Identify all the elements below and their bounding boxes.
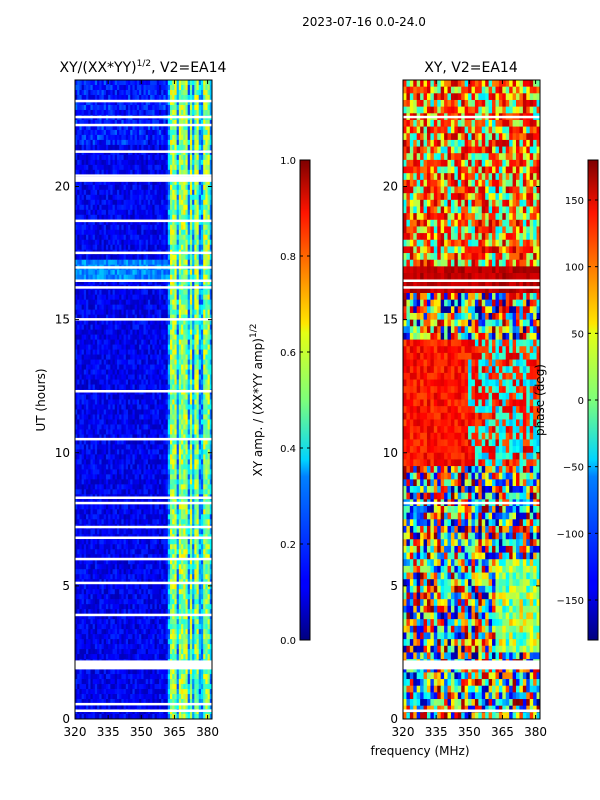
flagged-band	[403, 279, 540, 282]
flagged-band	[75, 176, 212, 182]
amplitude-ylabel: UT (hours)	[34, 368, 48, 431]
flagged-band	[75, 613, 212, 617]
amplitude-xtick-label: 335	[97, 725, 120, 739]
phase-colorbar-label: phase (deg)	[533, 364, 547, 436]
flagged-band	[403, 660, 540, 669]
phase-xtick-label: 365	[491, 725, 514, 739]
amplitude-xtick-label: 320	[64, 725, 87, 739]
phase-xtick-label: 350	[458, 725, 481, 739]
amplitude-ytick-label: 0	[62, 712, 70, 726]
amplitude-colorbar-gradient	[299, 159, 311, 641]
phase-colorbar-tick-label: 50	[571, 329, 584, 340]
amplitude-axis-ticks: 320 335 350 365 380 0 5 10 15 20	[55, 80, 219, 739]
flagged-band	[75, 557, 212, 561]
amplitude-ytick-label: 5	[62, 579, 70, 593]
phase-colorbar-tick-label: 100	[565, 263, 584, 274]
amplitude-axes-frame	[74, 79, 213, 720]
amplitude-panel: XY/(XX*YY)1/2, V2=EA14 320 335 350 365 380 0 5…	[34, 59, 227, 739]
flagged-band	[75, 318, 212, 321]
amplitude-ytick-label: 10	[55, 446, 70, 460]
flagged-band	[75, 286, 212, 289]
flagged-band	[75, 496, 212, 499]
flagged-band	[75, 279, 212, 282]
flagged-band	[75, 581, 212, 585]
amplitude-colorbar-tick-label: 0.8	[280, 252, 296, 263]
flagged-band	[75, 174, 212, 177]
flagged-band	[75, 150, 212, 153]
phase-colorbar-tick-label: −50	[563, 463, 584, 474]
flagged-band	[403, 709, 540, 712]
flagged-band	[75, 536, 212, 539]
flagged-band	[75, 437, 212, 441]
phase-ytick-label: 15	[383, 313, 398, 327]
amplitude-colorbar-label: XY amp. / (XX*YY amp)1/2	[249, 324, 265, 477]
amplitude-ytick-label: 20	[55, 180, 70, 194]
amplitude-colorbar: 0.0 0.2 0.4 0.6 0.8 1.0 XY amp. / (XX*YY amp)…	[249, 156, 311, 647]
amplitude-colorbar-tick-label: 0.2	[280, 540, 296, 551]
phase-colorbar: −150 −100 −50 0 50 100 150 phase (deg)	[533, 159, 599, 641]
phase-ytick-label: 0	[390, 712, 398, 726]
amplitude-colorbar-tick-label: 0.4	[280, 444, 296, 455]
phase-xtick-label: 320	[392, 725, 415, 739]
frequency-xlabel: frequency (MHz)	[370, 744, 469, 758]
flagged-band	[403, 286, 540, 289]
phase-ytick-label: 5	[390, 579, 398, 593]
amplitude-xtick-label: 380	[196, 725, 219, 739]
phase-ytick-label: 20	[383, 180, 398, 194]
amplitude-xtick-label: 365	[163, 725, 186, 739]
amplitude-panel-title: XY/(XX*YY)1/2, V2=EA14	[60, 59, 227, 76]
phase-colorbar-tick-label: 150	[565, 196, 584, 207]
phase-colorbar-tick-label: 0	[578, 396, 584, 407]
flagged-band	[75, 99, 212, 103]
flagged-band	[75, 501, 212, 505]
flagged-band	[403, 115, 540, 119]
amplitude-colorbar-tick-label: 1.0	[280, 156, 296, 167]
flagged-band	[75, 709, 212, 712]
phase-xtick-label: 335	[425, 725, 448, 739]
phase-xtick-label: 380	[524, 725, 547, 739]
flagged-band	[403, 501, 540, 505]
flagged-band	[75, 660, 212, 669]
phase-axis-ticks: 320 335 350 365 380 0 5 10 15 20	[383, 80, 547, 739]
phase-panel: XY, V2=EA14 320 335 350 365 380 0 5 10 15 20	[383, 60, 547, 739]
amplitude-colorbar-tick-label: 0.0	[280, 636, 296, 647]
figure-title: 2023-07-16 0.0-24.0	[302, 15, 426, 29]
phase-ytick-label: 10	[383, 446, 398, 460]
amplitude-xtick-label: 350	[130, 725, 153, 739]
phase-heatmap	[403, 80, 540, 719]
flagged-band	[75, 219, 212, 223]
flagged-band	[75, 251, 212, 255]
phase-panel-title: XY, V2=EA14	[424, 60, 518, 76]
flagged-band	[75, 525, 212, 529]
amplitude-colorbar-tick-label: 0.6	[280, 348, 296, 359]
flagged-band	[75, 266, 212, 269]
phase-axes-frame	[402, 79, 541, 720]
flagged-band	[75, 123, 212, 127]
amplitude-ytick-label: 15	[55, 313, 70, 327]
flagged-band	[75, 115, 212, 119]
phase-colorbar-tick-label: −100	[557, 529, 584, 540]
phase-colorbar-tick-label: −150	[557, 596, 584, 607]
flagged-band	[75, 390, 212, 393]
amplitude-heatmap	[75, 80, 212, 719]
flagged-band	[75, 702, 212, 706]
